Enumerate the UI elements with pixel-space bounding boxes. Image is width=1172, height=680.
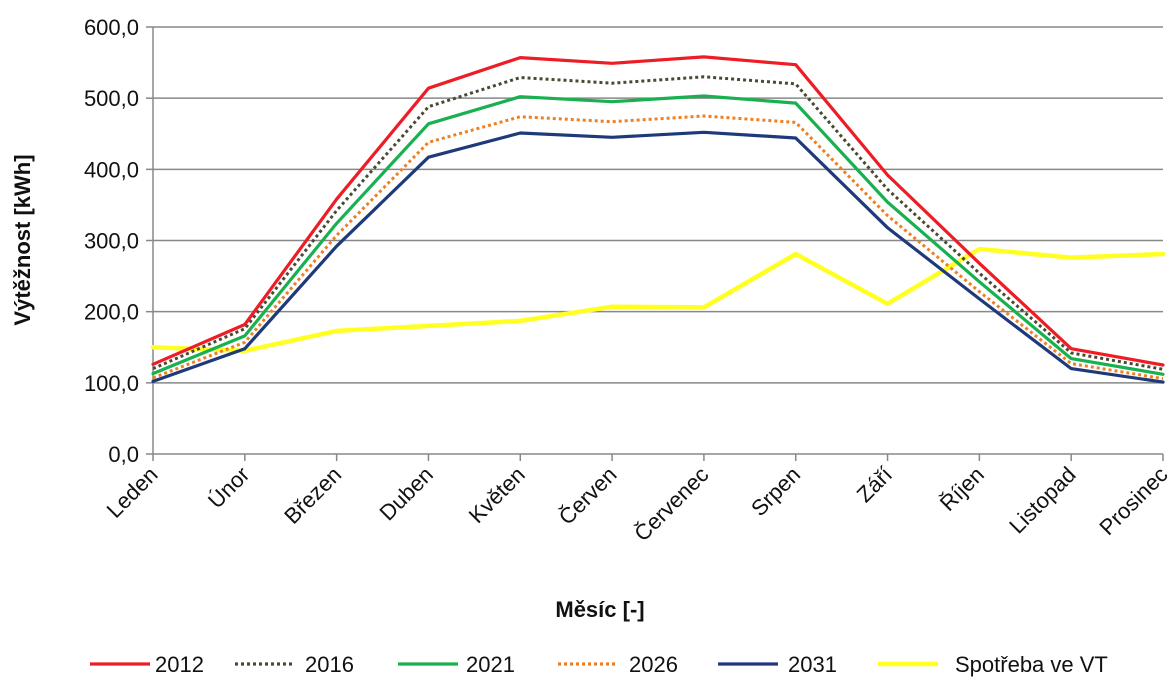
y-tick-label: 200,0 <box>84 300 139 325</box>
x-tick-label: Únor <box>203 462 254 513</box>
series-line-2016 <box>152 75 1164 371</box>
legend-label: 2012 <box>155 652 204 677</box>
legend-label: Spotřeba ve VT <box>955 652 1108 677</box>
y-tick-label: 300,0 <box>84 229 139 254</box>
series-line-2031 <box>151 130 1165 384</box>
series-line-2026 <box>152 114 1164 381</box>
data-series <box>150 55 1166 384</box>
x-tick-label: Říjen <box>935 462 989 516</box>
legend-label: 2026 <box>629 652 678 677</box>
x-tick-label: Duben <box>374 462 438 526</box>
axis-labels: 0,0 100,0 200,0 300,0 400,0 500,0 600,0 Leden Ún… <box>84 15 1172 546</box>
y-tick-label: 100,0 <box>84 371 139 396</box>
x-tick-label: Prosinec <box>1094 462 1172 540</box>
series-line-2012 <box>151 55 1165 367</box>
x-tick-label: Květen <box>464 462 530 528</box>
axes <box>146 26 1164 461</box>
x-tick-label: Březen <box>279 462 346 529</box>
x-tick-label: Září <box>852 462 897 507</box>
legend: 2012 2016 2021 2026 2031 Spotřeba ve VT <box>90 652 1108 677</box>
y-tick-label: 600,0 <box>84 15 139 40</box>
y-tick-label: 0,0 <box>108 442 139 467</box>
series-line-spotřeba-ve-vt <box>150 246 1166 354</box>
gridlines <box>153 26 1163 384</box>
x-axis-title: Měsíc [-] <box>555 597 644 622</box>
y-tick-label: 400,0 <box>84 157 139 182</box>
x-tick-label: Červen <box>554 462 622 530</box>
x-tick-label: Leden <box>102 462 163 523</box>
legend-label: 2016 <box>305 652 354 677</box>
y-tick-label: 500,0 <box>84 86 139 111</box>
series-line-2021 <box>151 94 1165 376</box>
y-axis-title: Výtěžnost [kWh] <box>10 154 35 325</box>
legend-label: 2031 <box>788 652 837 677</box>
x-tick-label: Srpen <box>746 462 805 521</box>
x-tick-label: Červenec <box>629 462 713 546</box>
legend-label: 2021 <box>466 652 515 677</box>
x-tick-label: Listopad <box>1004 462 1081 539</box>
